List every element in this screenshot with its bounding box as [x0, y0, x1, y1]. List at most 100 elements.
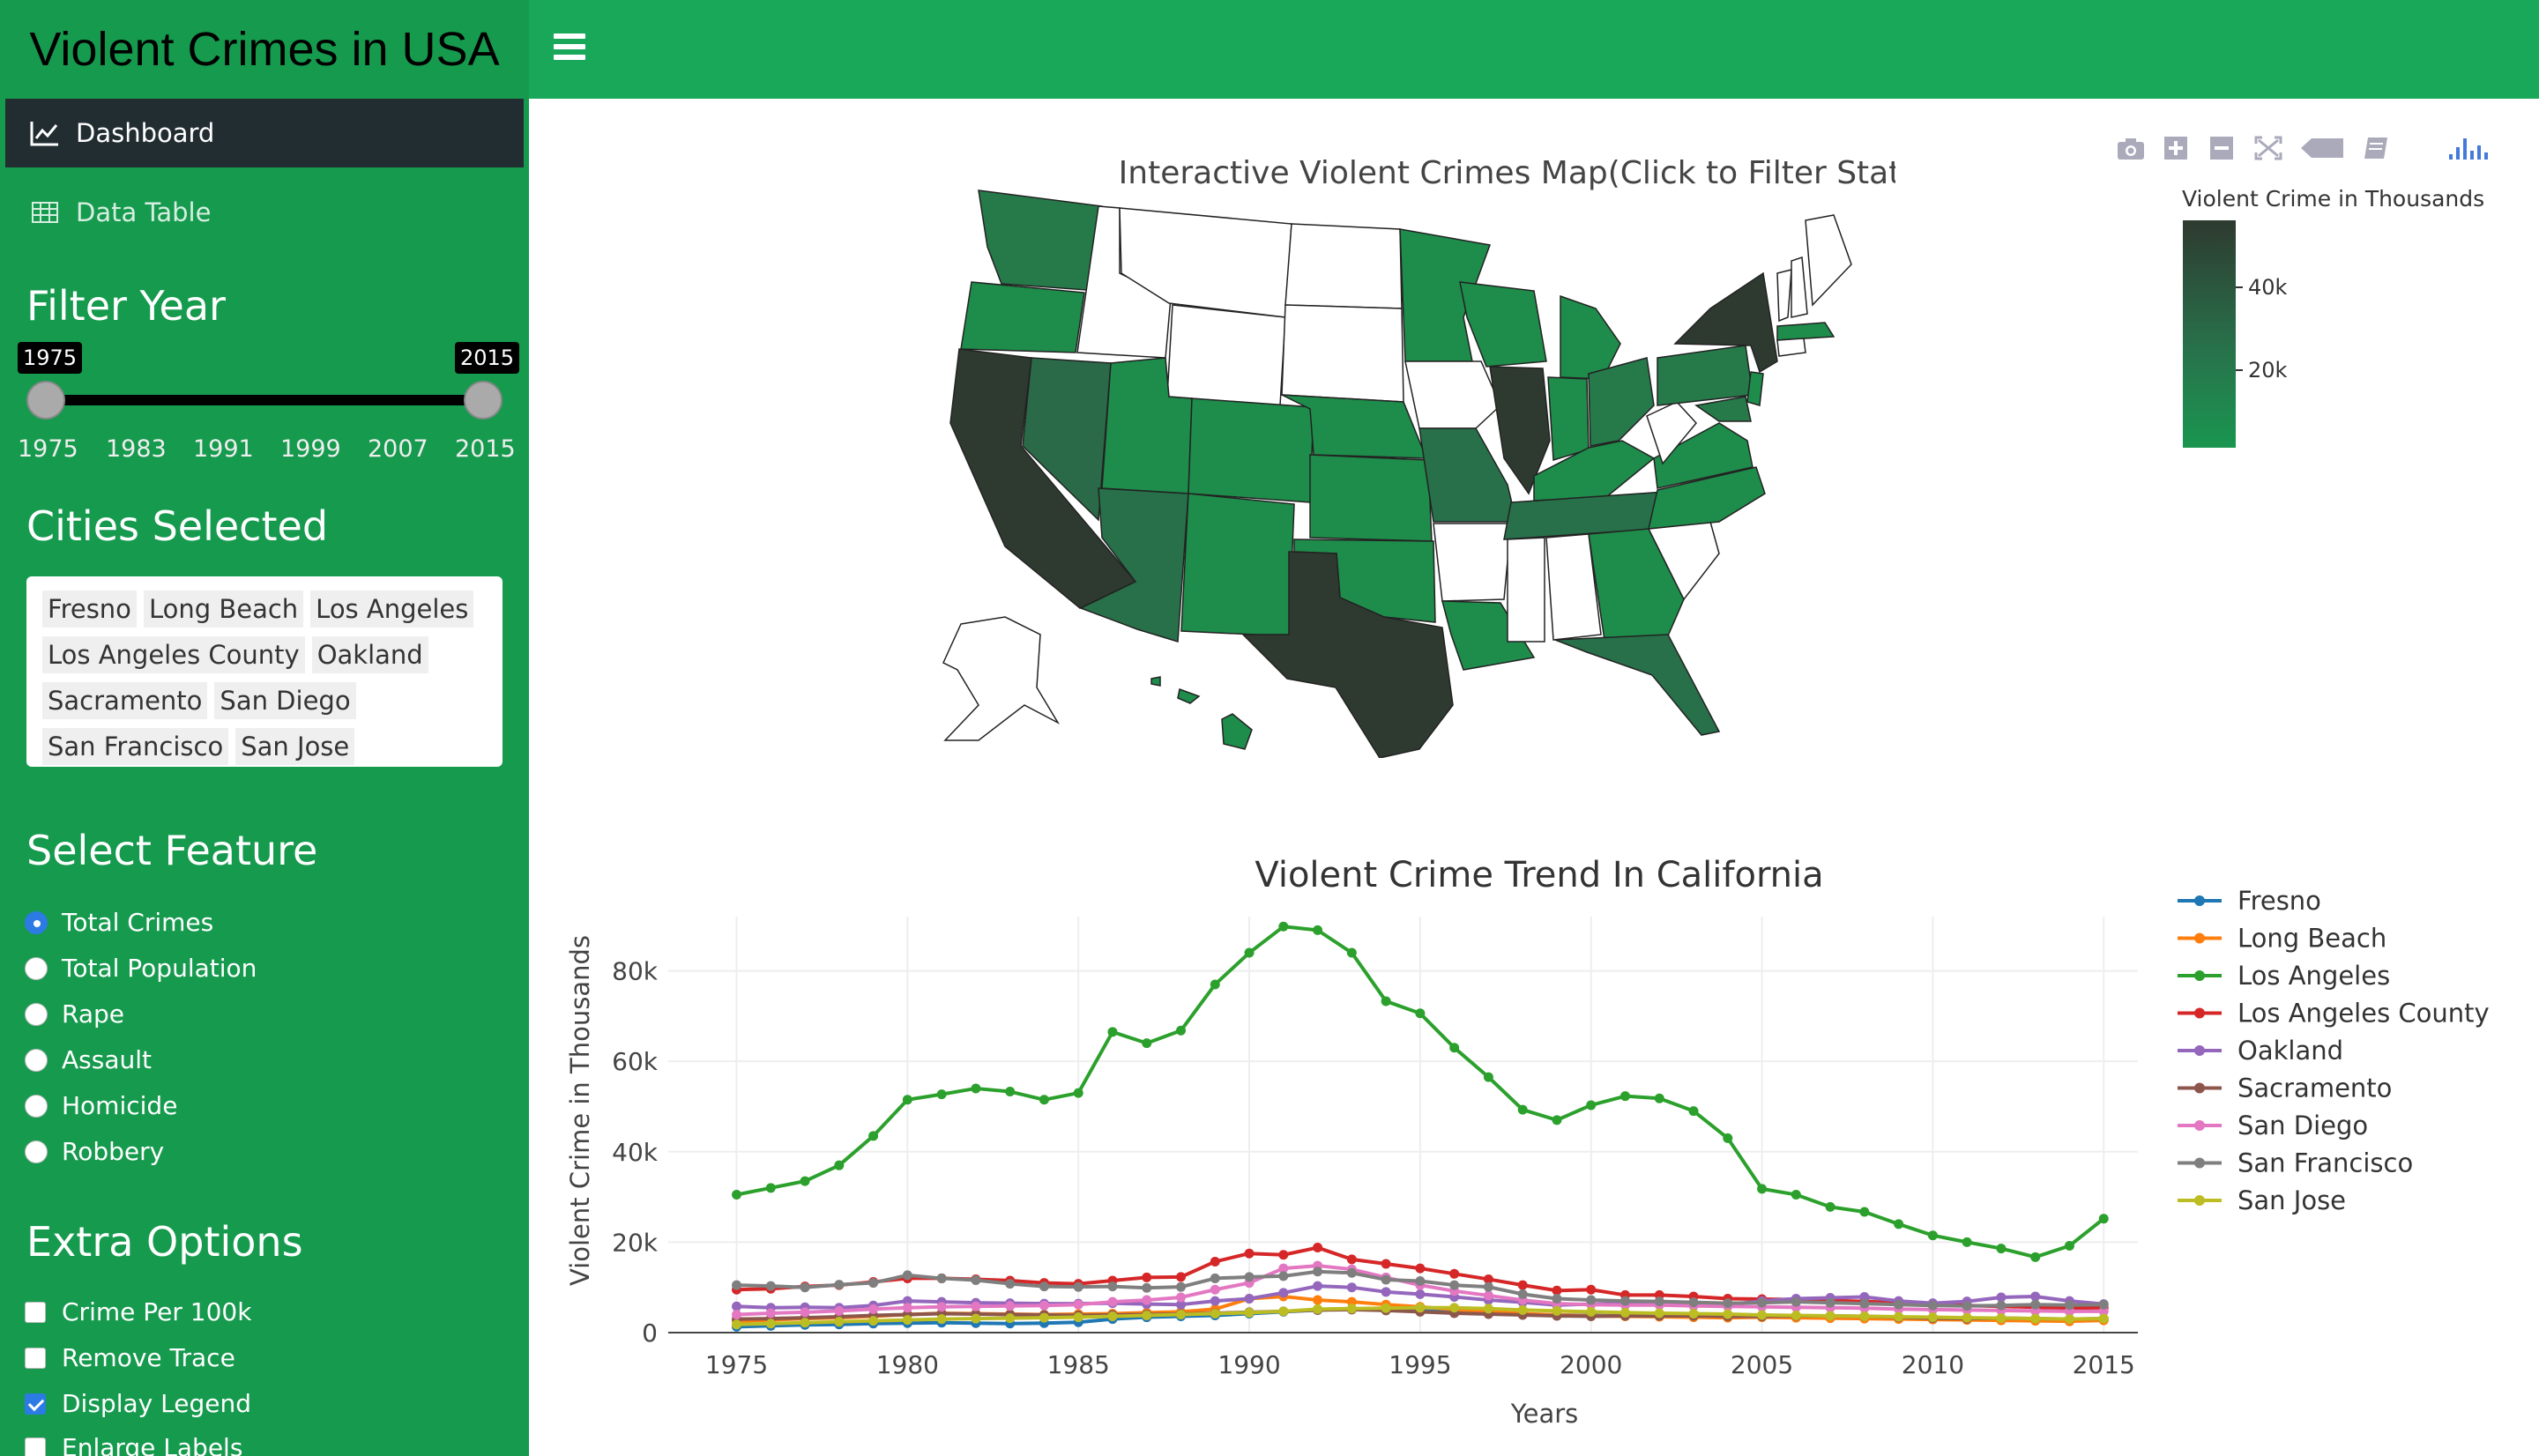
- data-point-san-francisco[interactable]: [765, 1281, 776, 1291]
- state-nevada[interactable]: [1022, 357, 1112, 522]
- legend-item-san-diego[interactable]: San Diego: [2178, 1111, 2368, 1140]
- data-point-los-angeles[interactable]: [971, 1083, 981, 1094]
- data-point-san-jose[interactable]: [1791, 1311, 1801, 1321]
- data-point-san-francisco[interactable]: [1723, 1298, 1733, 1309]
- checkbox[interactable]: [25, 1301, 46, 1323]
- data-point-los-angeles[interactable]: [765, 1183, 776, 1193]
- data-point-san-diego[interactable]: [1483, 1290, 1493, 1301]
- city-chip[interactable]: San Francisco: [42, 728, 229, 765]
- data-point-san-jose[interactable]: [1107, 1311, 1118, 1322]
- data-point-san-jose[interactable]: [1346, 1304, 1357, 1314]
- legend-item-oakland[interactable]: Oakland: [2178, 1036, 2343, 1066]
- data-point-san-jose[interactable]: [1825, 1311, 1835, 1321]
- data-point-long-beach[interactable]: [1346, 1296, 1357, 1307]
- feature-option-assault[interactable]: Assault: [25, 1045, 152, 1074]
- data-point-san-jose[interactable]: [2098, 1313, 2109, 1324]
- data-point-san-diego[interactable]: [800, 1307, 810, 1318]
- data-point-san-diego[interactable]: [1073, 1299, 1083, 1310]
- state-montana[interactable]: [1119, 207, 1292, 318]
- data-point-san-francisco[interactable]: [2030, 1299, 2041, 1310]
- reset-zoom-icon[interactable]: [2253, 135, 2283, 161]
- data-point-san-jose[interactable]: [1962, 1312, 1972, 1323]
- radio-button[interactable]: [25, 1094, 48, 1118]
- data-point-san-francisco[interactable]: [1176, 1281, 1187, 1292]
- data-point-los-angeles[interactable]: [1346, 947, 1357, 958]
- data-point-los-angeles[interactable]: [936, 1089, 947, 1100]
- state-new-york[interactable]: [1673, 271, 1778, 374]
- data-point-san-jose[interactable]: [1552, 1305, 1562, 1316]
- radio-button[interactable]: [25, 956, 48, 980]
- feature-option-total-population[interactable]: Total Population: [25, 954, 257, 983]
- data-point-san-jose[interactable]: [971, 1313, 981, 1324]
- data-point-san-diego[interactable]: [1210, 1284, 1220, 1295]
- data-point-los-angeles[interactable]: [1278, 921, 1289, 932]
- checkbox[interactable]: [25, 1347, 46, 1369]
- data-point-los-angeles[interactable]: [868, 1131, 879, 1141]
- data-point-san-jose[interactable]: [1483, 1304, 1493, 1314]
- slider-track[interactable]: [46, 395, 483, 405]
- legend-item-san-jose[interactable]: San Jose: [2178, 1185, 2346, 1215]
- state-pennsylvania[interactable]: [1657, 345, 1753, 406]
- state-colorado[interactable]: [1188, 397, 1314, 503]
- option-display-legend[interactable]: Display Legend: [25, 1389, 251, 1418]
- data-point-san-francisco[interactable]: [1073, 1281, 1083, 1292]
- data-point-san-francisco[interactable]: [1210, 1273, 1220, 1283]
- state-texas[interactable]: [1241, 551, 1454, 758]
- city-chip[interactable]: Los Angeles: [310, 591, 474, 628]
- state-maine[interactable]: [1805, 214, 1852, 307]
- radio-button[interactable]: [25, 1048, 48, 1072]
- data-point-san-francisco[interactable]: [800, 1282, 810, 1293]
- data-point-san-jose[interactable]: [1073, 1312, 1083, 1323]
- data-point-los-angeles-county[interactable]: [1346, 1254, 1357, 1265]
- data-point-los-angeles[interactable]: [732, 1190, 742, 1200]
- data-point-san-francisco[interactable]: [1791, 1296, 1801, 1307]
- data-point-san-francisco[interactable]: [1859, 1298, 1870, 1309]
- city-chip[interactable]: Fresno: [42, 591, 137, 628]
- state-oregon[interactable]: [960, 281, 1085, 353]
- data-point-san-francisco[interactable]: [1381, 1274, 1391, 1285]
- option-remove-trace[interactable]: Remove Trace: [25, 1343, 235, 1372]
- zoom-in-icon[interactable]: [2162, 135, 2192, 161]
- data-point-los-angeles[interactable]: [800, 1176, 810, 1186]
- data-point-los-angeles[interactable]: [1517, 1104, 1528, 1115]
- state-new-mexico[interactable]: [1180, 493, 1295, 637]
- data-point-san-diego[interactable]: [868, 1304, 879, 1314]
- data-point-san-diego[interactable]: [1142, 1295, 1152, 1305]
- legend-item-long-beach[interactable]: Long Beach: [2178, 924, 2386, 954]
- data-point-los-angeles[interactable]: [1723, 1133, 1733, 1143]
- data-point-san-jose[interactable]: [902, 1315, 912, 1326]
- data-point-los-angeles[interactable]: [1894, 1219, 1904, 1229]
- checkbox[interactable]: [25, 1437, 46, 1456]
- data-point-oakland[interactable]: [2030, 1291, 2041, 1302]
- data-point-san-francisco[interactable]: [1825, 1297, 1835, 1308]
- data-point-los-angeles[interactable]: [902, 1095, 912, 1105]
- data-point-los-angeles[interactable]: [1107, 1027, 1118, 1037]
- state-minnesota[interactable]: [1399, 228, 1492, 362]
- data-point-san-diego[interactable]: [732, 1309, 742, 1319]
- data-point-los-angeles[interactable]: [1688, 1106, 1699, 1117]
- data-point-san-jose[interactable]: [1586, 1306, 1597, 1317]
- data-point-san-francisco[interactable]: [1142, 1282, 1152, 1293]
- data-point-los-angeles[interactable]: [1313, 925, 1323, 935]
- data-point-los-angeles-county[interactable]: [1313, 1243, 1323, 1253]
- data-point-san-diego[interactable]: [765, 1308, 776, 1319]
- data-point-los-angeles[interactable]: [1381, 996, 1391, 1007]
- option-crime-per-100k[interactable]: Crime Per 100k: [25, 1297, 251, 1326]
- data-point-san-jose[interactable]: [1005, 1313, 1016, 1324]
- data-point-san-jose[interactable]: [1244, 1307, 1255, 1318]
- state-florida[interactable]: [1554, 634, 1721, 736]
- data-point-los-angeles-county[interactable]: [1142, 1272, 1152, 1282]
- data-point-san-francisco[interactable]: [1757, 1297, 1768, 1308]
- state-north-dakota[interactable]: [1284, 223, 1403, 309]
- checkbox[interactable]: [25, 1393, 46, 1415]
- data-point-los-angeles[interactable]: [1073, 1088, 1083, 1098]
- data-point-san-jose[interactable]: [1619, 1307, 1630, 1318]
- data-point-san-jose[interactable]: [1996, 1313, 2007, 1324]
- radio-button[interactable]: [25, 1002, 48, 1026]
- data-point-san-francisco[interactable]: [971, 1274, 981, 1285]
- data-point-oakland[interactable]: [732, 1301, 742, 1311]
- data-point-oakland[interactable]: [1210, 1296, 1220, 1306]
- data-point-san-francisco[interactable]: [1483, 1281, 1493, 1292]
- data-point-los-angeles-county[interactable]: [1552, 1285, 1562, 1296]
- legend-item-los-angeles[interactable]: Los Angeles: [2178, 961, 2390, 991]
